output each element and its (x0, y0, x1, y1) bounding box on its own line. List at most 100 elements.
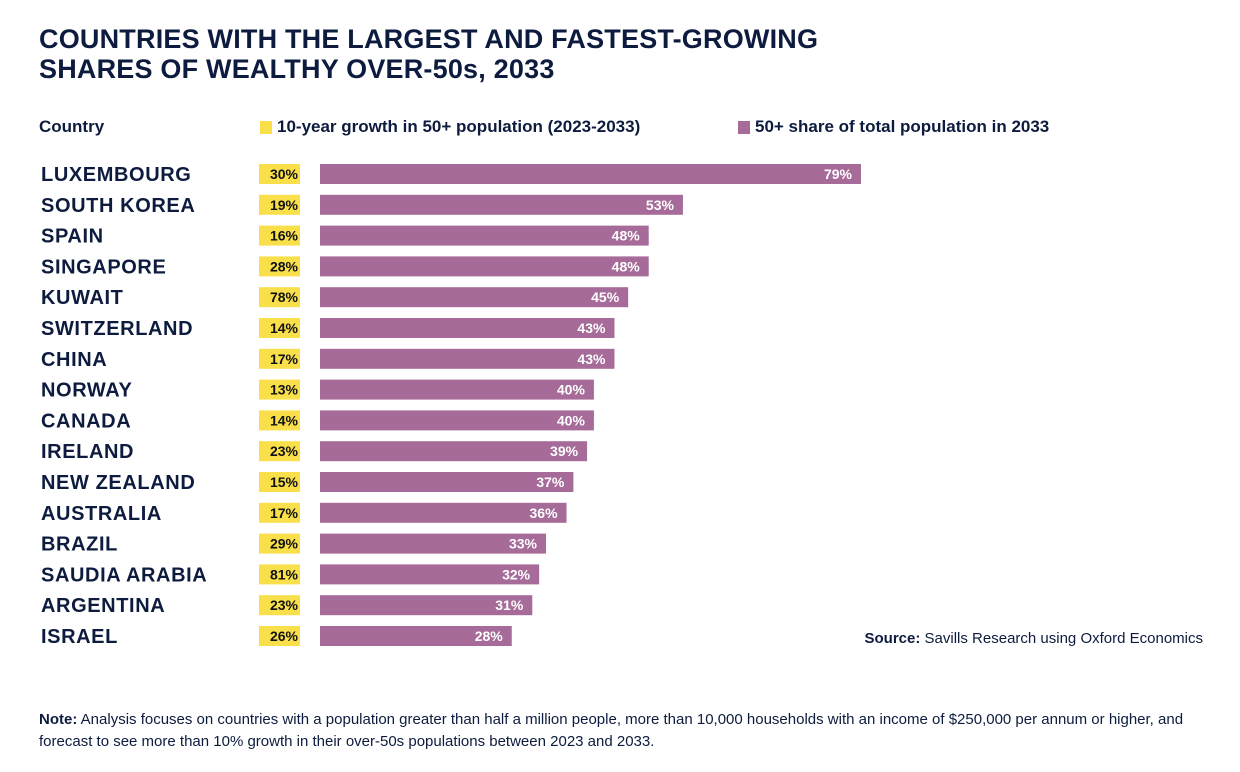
share-bar (320, 164, 861, 184)
chart-row: IRELAND 23% 39% (41, 441, 588, 463)
share-bar (320, 410, 594, 431)
country-label: SINGAPORE (41, 256, 166, 278)
chart-row: NORWAY 13% 40% (41, 379, 594, 402)
source-note: Source: Savills Research using Oxford Ec… (865, 630, 1203, 647)
growth-value-label: 78% (270, 289, 299, 305)
legend-swatch-share (738, 120, 750, 134)
country-label: NORWAY (41, 380, 132, 402)
growth-value-label: 14% (270, 412, 299, 428)
chart-row: SWITZERLAND 14% 43% (41, 318, 615, 340)
chart-title: COUNTRIES WITH THE LARGEST AND FASTEST-G… (39, 24, 818, 84)
chart-title-line-1: COUNTRIES WITH THE LARGEST AND FASTEST-G… (39, 24, 819, 54)
chart-row: ARGENTINA 23% 31% (41, 595, 533, 617)
chart-row: KUWAIT 78% 45% (41, 287, 629, 309)
share-value-label: 48% (612, 228, 641, 244)
legend-item-growth: 10-year growth in 50+ population (2023-2… (260, 117, 640, 137)
growth-label-box (259, 318, 300, 338)
chart-row: ISRAEL 26% 28% (41, 626, 512, 648)
source-label: Source: (864, 630, 921, 647)
growth-value-label: 19% (270, 197, 299, 213)
growth-value-label: 29% (270, 536, 299, 552)
share-bar (320, 256, 649, 277)
growth-label-box (259, 194, 300, 215)
note-label: Note: (39, 711, 78, 728)
chart-row: SOUTH KOREA 19% 53% (41, 194, 683, 217)
share-bar (320, 379, 594, 400)
country-label: ARGENTINA (41, 595, 165, 617)
share-value-label: 31% (495, 597, 524, 613)
growth-value-label: 17% (270, 505, 299, 521)
share-value-label: 40% (557, 382, 586, 398)
growth-value-label: 15% (270, 474, 299, 490)
share-value-label: 32% (502, 566, 531, 582)
legend-item-share: 50+ share of total population in 2033 (738, 117, 1049, 137)
chart-row: AUSTRALIA 17% 36% (41, 502, 567, 525)
growth-value-label: 23% (270, 597, 299, 613)
share-value-label: 45% (591, 289, 620, 305)
share-value-label: 43% (577, 351, 606, 367)
growth-label-box (259, 533, 300, 554)
growth-label-box (259, 502, 300, 523)
share-value-label: 79% (824, 166, 853, 182)
country-label: ISRAEL (41, 626, 118, 648)
growth-value-label: 13% (270, 382, 299, 398)
share-bar (320, 194, 683, 215)
chart-row: SAUDIA ARABIA 81% 32% (41, 564, 540, 586)
growth-value-label: 16% (270, 228, 299, 244)
share-value-label: 36% (530, 505, 559, 521)
growth-label-box (259, 441, 300, 462)
country-label: AUSTRALIA (41, 503, 162, 525)
growth-label-box (259, 348, 300, 369)
source-text: Savills Research using Oxford Economics (920, 630, 1203, 647)
country-label: IRELAND (41, 441, 134, 463)
chart-title-line-2: SHARES OF WEALTHY OVER-50s, 2033 (39, 54, 555, 84)
country-label: CHINA (41, 349, 107, 371)
growth-value-label: 14% (270, 320, 299, 336)
share-value-label: 48% (612, 258, 641, 274)
chart-row: BRAZIL 29% 33% (41, 533, 546, 556)
country-label: SOUTH KOREA (41, 195, 195, 217)
growth-value-label: 28% (270, 258, 299, 274)
growth-label-box (259, 287, 300, 308)
growth-label-box (259, 626, 300, 646)
share-bar (320, 348, 615, 369)
growth-value-label: 30% (270, 166, 299, 182)
share-value-label: 39% (550, 443, 579, 459)
country-column-header: Country (39, 117, 105, 136)
share-bar (320, 533, 546, 554)
share-bar (320, 595, 533, 616)
chart-row: SINGAPORE 28% 48% (41, 256, 649, 278)
growth-value-label: 23% (270, 443, 299, 459)
legend-label-share: 50+ share of total population in 2033 (755, 117, 1050, 136)
share-bar (320, 225, 649, 246)
share-bar (320, 626, 512, 646)
share-bar (320, 318, 615, 338)
share-value-label: 40% (557, 412, 586, 428)
growth-value-label: 17% (270, 351, 299, 367)
chart-row: SPAIN 16% 48% (41, 225, 649, 248)
share-bar (320, 564, 540, 585)
footnote: Note: Analysis focuses on countries with… (39, 709, 1209, 753)
country-label: KUWAIT (41, 287, 123, 309)
country-label: SPAIN (41, 226, 104, 248)
country-label: SWITZERLAND (41, 318, 193, 340)
legend-label-growth: 10-year growth in 50+ population (2023-2… (277, 117, 641, 136)
country-label: NEW ZEALAND (41, 472, 195, 494)
country-label: SAUDIA ARABIA (41, 564, 207, 586)
share-bar (320, 502, 567, 523)
share-bar (320, 287, 629, 308)
growth-label-box (259, 595, 300, 616)
growth-value-label: 81% (270, 566, 299, 582)
growth-value-label: 26% (270, 628, 299, 644)
share-value-label: 28% (475, 628, 504, 644)
share-value-label: 33% (509, 536, 538, 552)
chart-row: CANADA 14% 40% (41, 410, 594, 432)
chart-row: NEW ZEALAND 15% 37% (41, 472, 574, 494)
share-bar (320, 472, 574, 492)
share-value-label: 43% (577, 320, 606, 336)
growth-label-box (259, 410, 300, 431)
chart-row: LUXEMBOURG 30% 79% (41, 164, 861, 186)
growth-label-box (259, 225, 300, 246)
country-label: CANADA (41, 410, 131, 432)
growth-label-box (259, 379, 300, 400)
